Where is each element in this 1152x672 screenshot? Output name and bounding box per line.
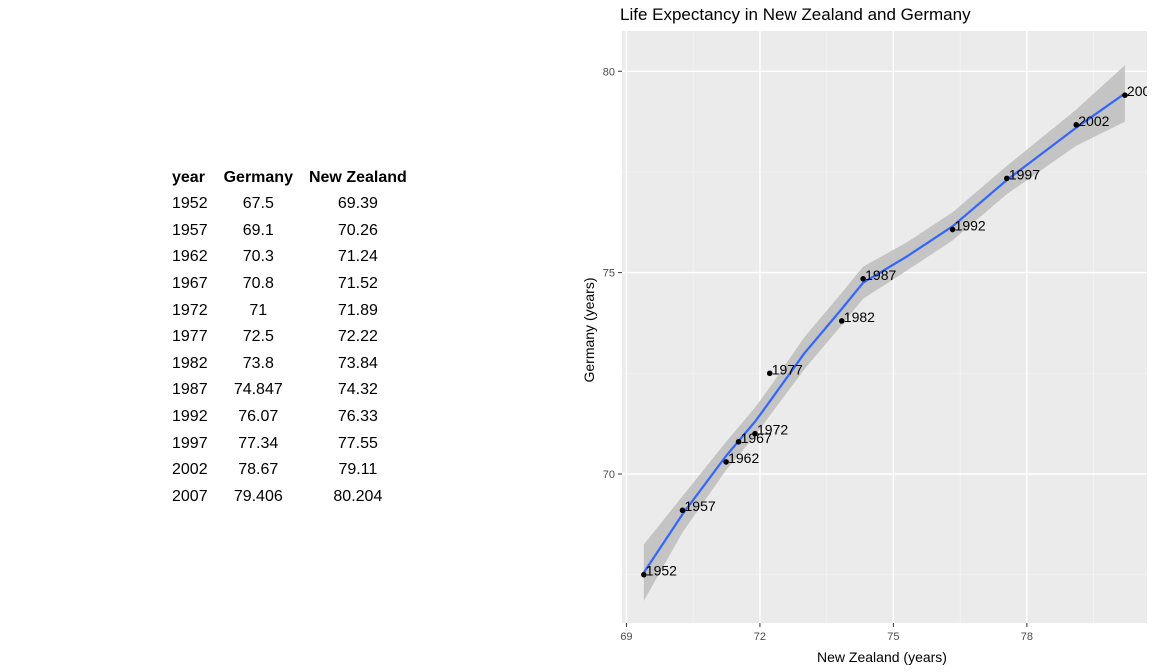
- column-header-germany: Germany: [223, 168, 293, 186]
- point-label: 1987: [865, 267, 896, 283]
- cell-year: 1967: [172, 275, 208, 293]
- column-header-year: year: [172, 168, 205, 186]
- point-label: 1957: [685, 498, 716, 514]
- data-point: [838, 318, 845, 324]
- y-tick-label: 80: [603, 66, 615, 78]
- y-axis-title: Germany (years): [581, 277, 597, 382]
- data-point: [860, 275, 866, 282]
- cell-new-zealand: 69.39: [337, 195, 378, 213]
- column-header-new-zealand: New Zealand: [308, 168, 407, 186]
- cell-germany: 74.847: [233, 381, 283, 399]
- cell-new-zealand: 74.32: [337, 381, 378, 399]
- data-point: [679, 507, 686, 514]
- cell-year: 1982: [172, 354, 208, 372]
- table-header-row: year Germany New Zealand: [160, 164, 415, 191]
- cell-year: 1992: [172, 408, 208, 426]
- cell-year: 1957: [172, 221, 208, 239]
- cell-new-zealand: 71.89: [337, 301, 378, 319]
- table-row: 2002 78.67 79.11: [160, 457, 415, 484]
- x-tick-label: 78: [1021, 631, 1033, 643]
- cell-new-zealand: 79.11: [338, 461, 378, 479]
- cell-germany: 79.406: [233, 487, 283, 505]
- point-label: 1952: [646, 563, 677, 579]
- data-point: [766, 370, 773, 377]
- cell-year: 1977: [172, 328, 208, 346]
- table-row: 1992 76.07 76.33: [160, 404, 415, 431]
- point-label: 1977: [772, 361, 803, 377]
- table-row: 2007 79.406 80.204: [160, 484, 415, 511]
- cell-new-zealand: 71.52: [337, 275, 378, 293]
- point-label: 1997: [1009, 166, 1040, 182]
- life-expectancy-table: year Germany New Zealand 1952 67.5 69.39 19…: [160, 164, 415, 510]
- data-point: [1073, 122, 1080, 128]
- cell-new-zealand: 72.22: [337, 328, 378, 346]
- point-label: 1967: [741, 430, 772, 446]
- point-label: 1962: [728, 450, 759, 466]
- point-label: 2007: [1127, 83, 1152, 99]
- table-row: 1972 71 71.89: [160, 297, 415, 324]
- point-label: 2002: [1078, 113, 1109, 129]
- confidence-ribbon: [643, 65, 1125, 601]
- y-tick-label: 70: [603, 469, 615, 481]
- table-row: 1952 67.5 69.39: [160, 191, 415, 218]
- point-label: 1982: [844, 309, 875, 325]
- table-row: 1957 69.1 70.26: [160, 218, 415, 245]
- cell-year: 1952: [172, 195, 208, 213]
- cell-germany: 76.07: [238, 408, 279, 426]
- data-point: [949, 226, 956, 233]
- cell-germany: 70.8: [242, 275, 274, 293]
- cell-germany: 73.8: [242, 354, 274, 372]
- x-tick-label: 69: [620, 631, 632, 643]
- data-point: [1004, 175, 1010, 182]
- table-row: 1997 77.34 77.55: [160, 430, 415, 457]
- table-row: 1967 70.8 71.52: [160, 271, 415, 298]
- x-tick-label: 75: [887, 631, 899, 643]
- cell-new-zealand: 70.26: [337, 221, 378, 239]
- data-point: [1122, 92, 1128, 98]
- point-label: 1972: [757, 422, 788, 438]
- cell-new-zealand: 80.204: [333, 487, 383, 505]
- x-axis-title: New Zealand (years): [817, 649, 947, 665]
- cell-year: 2007: [172, 487, 208, 505]
- y-tick-label: 75: [603, 268, 615, 280]
- cell-germany: 71: [249, 301, 268, 319]
- cell-germany: 67.5: [242, 195, 274, 213]
- data-point: [752, 430, 758, 437]
- cell-new-zealand: 77.55: [337, 434, 378, 452]
- cell-germany: 77.34: [238, 434, 279, 452]
- table-row: 1987 74.847 74.32: [160, 377, 415, 404]
- cell-year: 2002: [172, 461, 208, 479]
- cell-germany: 70.3: [242, 248, 274, 266]
- data-point: [735, 438, 742, 445]
- cell-year: 1962: [172, 248, 208, 266]
- cell-new-zealand: 73.84: [337, 354, 378, 372]
- cell-germany: 72.5: [242, 328, 274, 346]
- data-point: [723, 459, 729, 465]
- cell-year: 1972: [172, 301, 208, 319]
- chart-title: Life Expectancy in New Zealand and Germa…: [620, 5, 971, 24]
- cell-germany: 78.67: [238, 461, 279, 479]
- table-row: 1977 72.5 72.22: [160, 324, 415, 351]
- cell-year: 1987: [172, 381, 208, 399]
- data-point: [641, 571, 647, 578]
- cell-new-zealand: 76.33: [337, 408, 378, 426]
- cell-germany: 69.1: [242, 221, 274, 239]
- cell-new-zealand: 71.24: [337, 248, 378, 266]
- point-label: 1992: [955, 218, 986, 234]
- table-row: 1962 70.3 71.24: [160, 244, 415, 271]
- cell-year: 1997: [172, 434, 208, 452]
- x-tick-label: 72: [754, 631, 766, 643]
- table-row: 1982 73.8 73.84: [160, 351, 415, 378]
